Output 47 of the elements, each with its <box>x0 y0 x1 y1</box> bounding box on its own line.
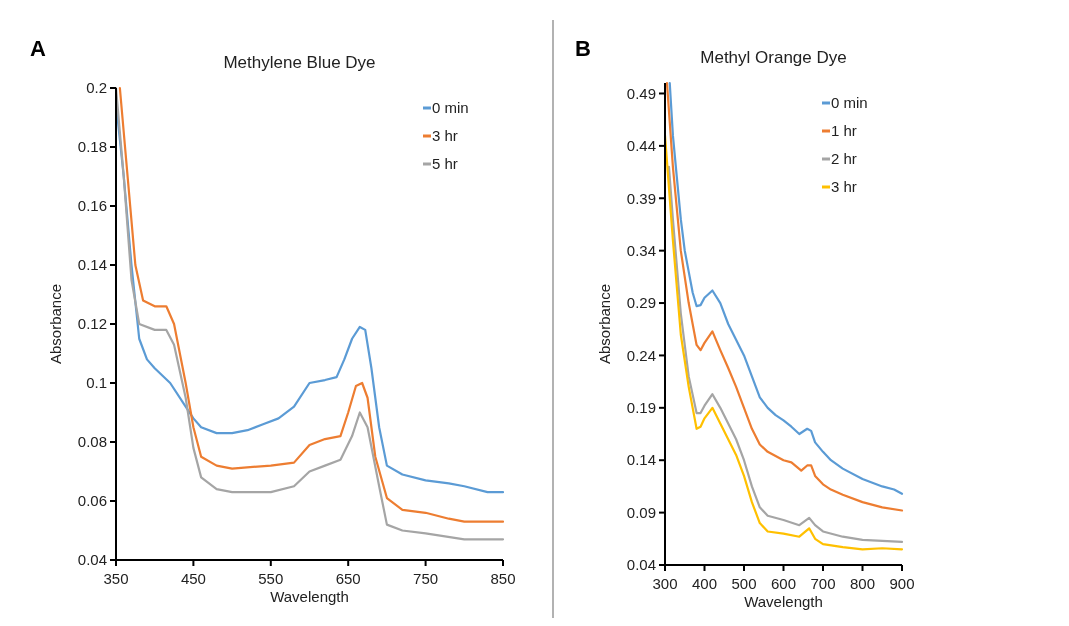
y-tick-label: 0.39 <box>626 189 656 207</box>
y-tick-label: 0.24 <box>626 346 656 364</box>
y-tick-label: 0.16 <box>77 197 107 215</box>
x-tick-label: 450 <box>180 570 206 587</box>
y-tick-label: 0.14 <box>626 451 656 469</box>
x-tick-label: 350 <box>103 570 129 587</box>
legend-label: 1 hr <box>831 122 857 140</box>
x-tick-label: 550 <box>258 570 284 587</box>
y-tick-label: 0.08 <box>77 433 107 451</box>
x-tick-label: 750 <box>413 570 439 587</box>
y-tick-label: 0.04 <box>626 556 656 574</box>
y-tick-label: 0.1 <box>86 374 107 392</box>
y-tick-label: 0.19 <box>626 399 656 417</box>
y-axis-title: Absorbance <box>596 283 613 365</box>
text: A <box>30 36 46 61</box>
y-tick-label: 0.06 <box>77 492 107 510</box>
legend-label: 2 hr <box>831 150 857 168</box>
legend-label: 0 min <box>831 94 868 112</box>
y-tick-label: 0.12 <box>77 315 107 333</box>
x-tick-label: 850 <box>490 570 516 587</box>
chart-title: Methylene Blue Dye <box>223 53 376 72</box>
x-tick-label: 900 <box>889 575 915 592</box>
x-tick-label: 600 <box>770 575 797 592</box>
y-axis-title: Absorbance <box>47 283 64 365</box>
x-tick-label: 300 <box>652 575 678 592</box>
x-tick-label: 800 <box>849 575 876 592</box>
y-tick-label: 0.44 <box>626 137 656 155</box>
x-axis-title: Wavelength <box>744 593 823 610</box>
y-tick-label: 0.34 <box>626 241 656 259</box>
y-tick-label: 0.09 <box>626 503 656 521</box>
y-tick-label: 0.29 <box>626 294 656 312</box>
y-tick-label: 0.2 <box>86 79 107 97</box>
chart-title: Methyl Orange Dye <box>700 48 847 67</box>
y-tick-label: 0.18 <box>77 138 107 156</box>
x-tick-label: 500 <box>731 575 757 592</box>
y-tick-label: 0.49 <box>626 84 656 102</box>
text: B <box>575 36 591 61</box>
x-tick-label: 650 <box>335 570 361 587</box>
x-tick-label: 400 <box>691 575 718 592</box>
y-tick-label: 0.04 <box>77 551 107 569</box>
legend-label: 3 hr <box>432 127 458 145</box>
x-axis-title: Wavelength <box>270 588 349 605</box>
legend-label: 3 hr <box>831 178 857 196</box>
legend-label: 5 hr <box>432 155 458 173</box>
y-tick-label: 0.14 <box>77 256 107 274</box>
legend-label: 0 min <box>432 99 469 117</box>
x-tick-label: 700 <box>810 575 836 592</box>
